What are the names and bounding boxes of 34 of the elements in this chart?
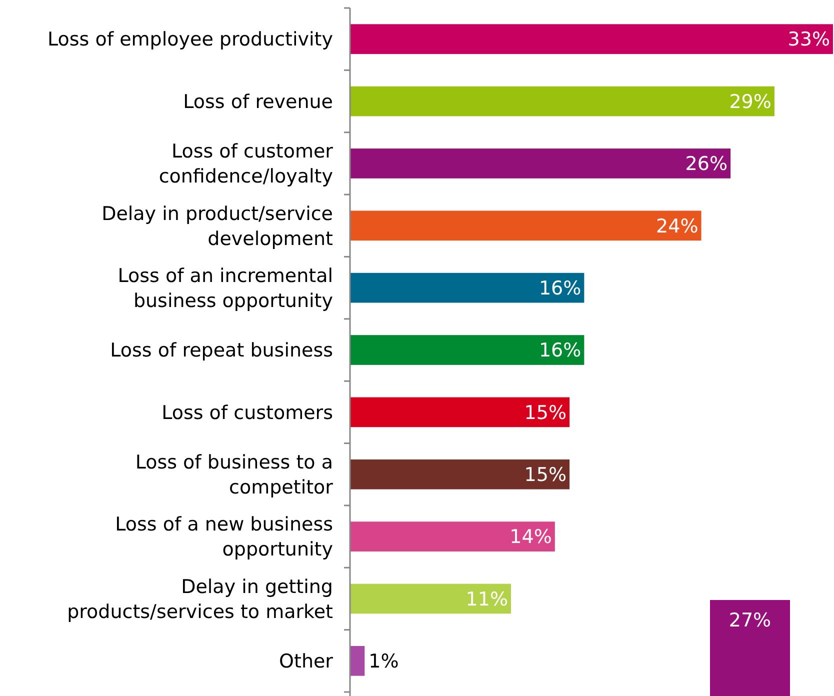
data-label: 26% xyxy=(685,153,728,176)
bar xyxy=(350,272,584,303)
data-label: 16% xyxy=(538,340,582,362)
y-tick-label: Loss of a new business opportunity xyxy=(115,514,333,561)
y-tick-label: Loss of repeat business xyxy=(110,340,333,362)
bar xyxy=(350,459,570,490)
data-label: 1% xyxy=(368,650,399,673)
y-tick-label: Loss of customers xyxy=(162,402,333,424)
data-label: 14% xyxy=(510,526,552,548)
bar xyxy=(350,148,731,178)
y-tick-label: Delay in product/service development xyxy=(102,202,333,250)
bar xyxy=(350,522,555,552)
y-tick-label: Loss of customer confidence/loyalty xyxy=(158,140,334,188)
data-label: 15% xyxy=(524,402,567,424)
bar xyxy=(350,335,584,365)
data-label: 11% xyxy=(466,588,508,610)
bar xyxy=(350,646,365,676)
annotation: 27% xyxy=(728,610,772,632)
y-tick-label: Loss of business to a competitor xyxy=(135,452,334,499)
y-tick-label: Loss of employee productivity xyxy=(48,28,333,51)
y-tick-label: Other xyxy=(279,650,334,673)
bar xyxy=(350,397,570,428)
data-label: 33% xyxy=(788,28,830,51)
data-label: 29% xyxy=(729,90,772,113)
data-label: 15% xyxy=(524,464,567,486)
bar xyxy=(350,86,774,116)
y-tick-label: Loss of an incremental business opportunity xyxy=(118,264,333,312)
y-tick-label: Loss of revenue xyxy=(183,90,333,113)
bar xyxy=(350,24,833,54)
y-tick-label: Delay in getting products/services to market xyxy=(67,576,333,623)
bar xyxy=(350,210,702,241)
data-label: 24% xyxy=(656,215,698,238)
data-label: 16% xyxy=(538,277,582,300)
bar xyxy=(350,584,511,614)
